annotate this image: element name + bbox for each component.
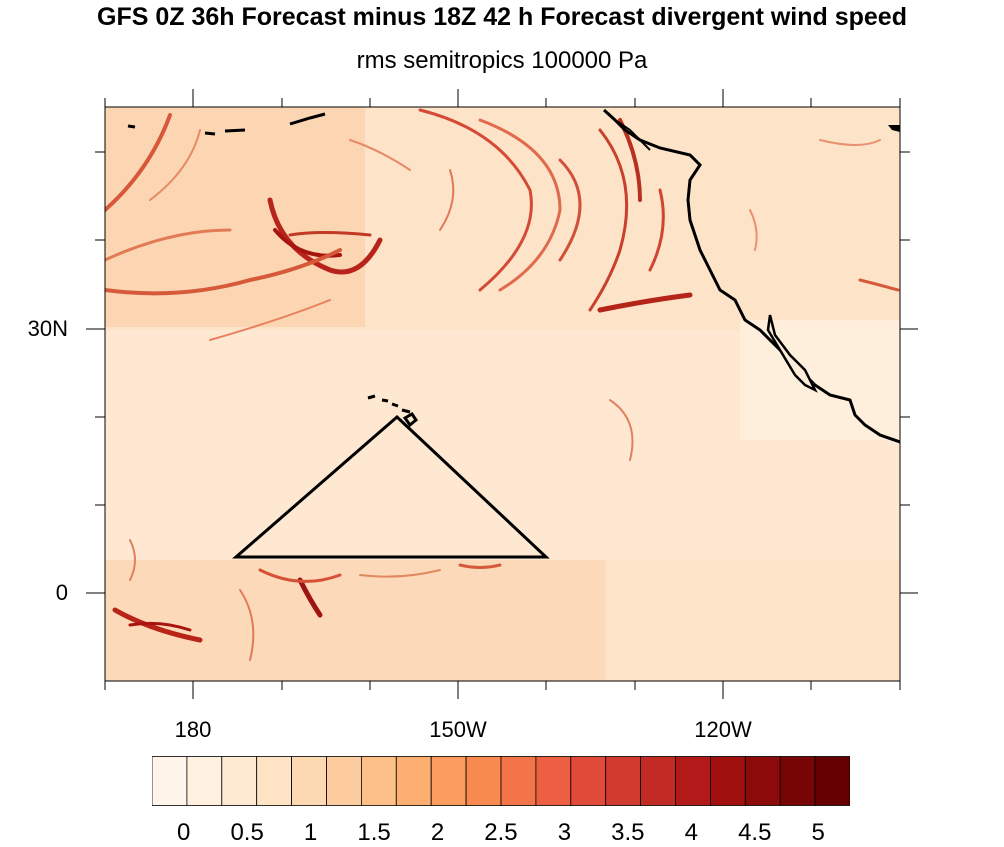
colorbar-swatch [326, 756, 362, 806]
colorbar-swatch [221, 756, 258, 806]
colorbar-swatch [814, 756, 850, 806]
colorbar-swatch [256, 756, 292, 806]
y-tick-label-0: 0 [55, 580, 68, 605]
region-triangle [231, 414, 550, 559]
colorbar-label: 4 [684, 819, 698, 846]
colorbar-swatch [395, 756, 432, 806]
colorbar-swatch [186, 756, 223, 806]
x-tick-label-120w: 120W [694, 717, 752, 742]
colorbar-swatch [465, 756, 502, 806]
x-tick-label-180: 180 [174, 717, 212, 742]
map-frame [104, 106, 901, 682]
axis-ticks [86, 89, 918, 699]
colorbar-swatch [570, 756, 607, 806]
colorbar-label: 3.5 [611, 819, 645, 846]
colorbar-label: 3 [557, 819, 572, 846]
colorbar [152, 756, 850, 806]
plot-title: GFS 0Z 36h Forecast minus 18Z 42 h Forec… [97, 3, 907, 31]
colorbar-label: 2 [430, 819, 445, 846]
colorbar-label: 1.5 [357, 819, 391, 846]
y-tick-label-30n: 30N [27, 316, 68, 341]
plot-subtitle: rms semitropics 100000 Pa [356, 47, 648, 74]
colorbar-label: 0 [177, 819, 191, 846]
colorbar-swatch [640, 756, 676, 806]
x-tick-label-150w: 150W [429, 717, 487, 742]
colorbar-swatch [605, 756, 642, 806]
colorbar-swatch [500, 756, 537, 806]
colorbar-swatch [744, 756, 781, 806]
colorbar-swatch [152, 756, 188, 806]
colorbar-label: 5 [811, 819, 825, 846]
colorbar-swatch [779, 756, 816, 806]
wind-speed-field [105, 107, 900, 681]
colorbar-swatch [535, 756, 572, 806]
colorbar-swatch [710, 756, 746, 806]
colorbar-swatch [675, 756, 711, 806]
colorbar-label: 2.5 [484, 819, 518, 846]
coastline [602, 108, 900, 444]
colorbar-swatch [360, 756, 397, 806]
colorbar-label: 0.5 [230, 819, 264, 846]
colorbar-swatch [291, 756, 327, 806]
colorbar-swatch [430, 756, 467, 806]
colorbar-label: 1 [303, 819, 318, 846]
colorbar-label: 4.5 [738, 819, 772, 846]
